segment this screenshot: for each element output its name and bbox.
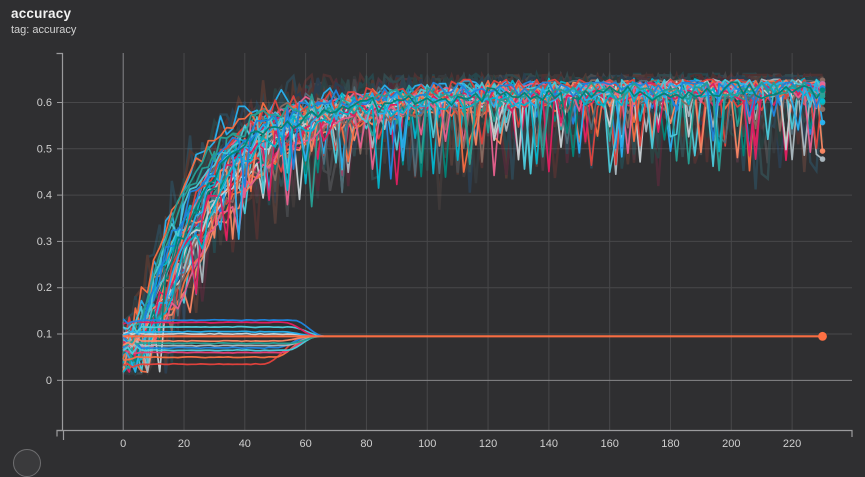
stalled-run-line [122, 335, 316, 356]
fab-button-partial[interactable] [13, 449, 41, 477]
run-endpoint-dot[interactable] [819, 148, 826, 154]
run-endpoint-dot[interactable] [819, 91, 826, 97]
chart-title: accuracy [11, 6, 72, 21]
stalled-run-line [122, 318, 325, 338]
y-tick-label: 0.1 [37, 329, 52, 341]
y-tick-label: 0 [46, 375, 52, 387]
stalled-run-lines [122, 318, 325, 369]
x-tick-label: 180 [661, 438, 679, 450]
stalled-run-line [123, 331, 320, 338]
x-tick-label: 100 [418, 438, 436, 450]
y-tick-label: 0.3 [37, 236, 52, 248]
chart-plot-area[interactable] [63, 53, 852, 430]
stalled-run-line [122, 335, 315, 347]
x-tick-label: 40 [239, 438, 251, 450]
run-line [122, 78, 824, 362]
run-lines-smoothed [122, 77, 824, 373]
stalled-run-line [122, 322, 324, 338]
stalled-run-line [122, 335, 311, 350]
run-endpoint-dot[interactable] [819, 106, 826, 112]
y-tick-label: 0.6 [37, 97, 52, 109]
x-tick-label: 60 [300, 438, 312, 450]
accuracy-scalar-chart: 0 20 40 60 80 100 120 140 160 180 200 220 0 0.1 0.2 0.3… [37, 52, 853, 450]
x-tick-label: 140 [540, 438, 558, 450]
run-endpoint-dot[interactable] [819, 156, 826, 162]
axes [56, 52, 853, 440]
stalled-run-line [123, 320, 316, 337]
scalar-chart-card: accuracy tag: accuracy 0 20 40 60 80 100 120 14… [11, 6, 853, 477]
x-tick-label: 80 [360, 438, 372, 450]
x-tick-label: 160 [600, 438, 618, 450]
stalled-run-line [122, 335, 315, 355]
x-tick-label: 200 [722, 438, 740, 450]
stalled-run-line [122, 335, 315, 348]
y-tick-label: 0.2 [37, 282, 52, 294]
baseline-run [123, 331, 827, 341]
run-line [122, 81, 824, 373]
y-axis-line [56, 52, 64, 432]
x-tick-label: 0 [120, 438, 126, 450]
y-tick-label: 0.4 [37, 190, 52, 202]
run-line [122, 81, 823, 370]
run-endpoint-dot[interactable] [819, 87, 826, 93]
stalled-run-line [122, 330, 315, 338]
baseline-endpoint-dot[interactable] [818, 331, 827, 341]
x-tick-label: 20 [178, 438, 190, 450]
stalled-run-line [123, 335, 311, 362]
tick-labels: 0 20 40 60 80 100 120 140 160 180 200 220 0 0.1 0.2 0.3… [37, 97, 802, 450]
x-tick-label: 220 [783, 438, 801, 450]
x-tick-label: 120 [479, 438, 497, 450]
run-endpoint-dots [819, 77, 826, 162]
chart-tag-subtitle: tag: accuracy [11, 23, 77, 36]
x-axis-line [56, 429, 853, 437]
stalled-run-line [123, 335, 320, 347]
run-line [122, 81, 824, 363]
chart-header: accuracy tag: accuracy [11, 6, 76, 38]
run-line [122, 81, 824, 373]
stalled-run-line [122, 335, 306, 369]
y-tick-label: 0.5 [37, 143, 52, 155]
run-endpoint-dot[interactable] [819, 119, 826, 126]
run-endpoint-dot[interactable] [819, 98, 826, 104]
